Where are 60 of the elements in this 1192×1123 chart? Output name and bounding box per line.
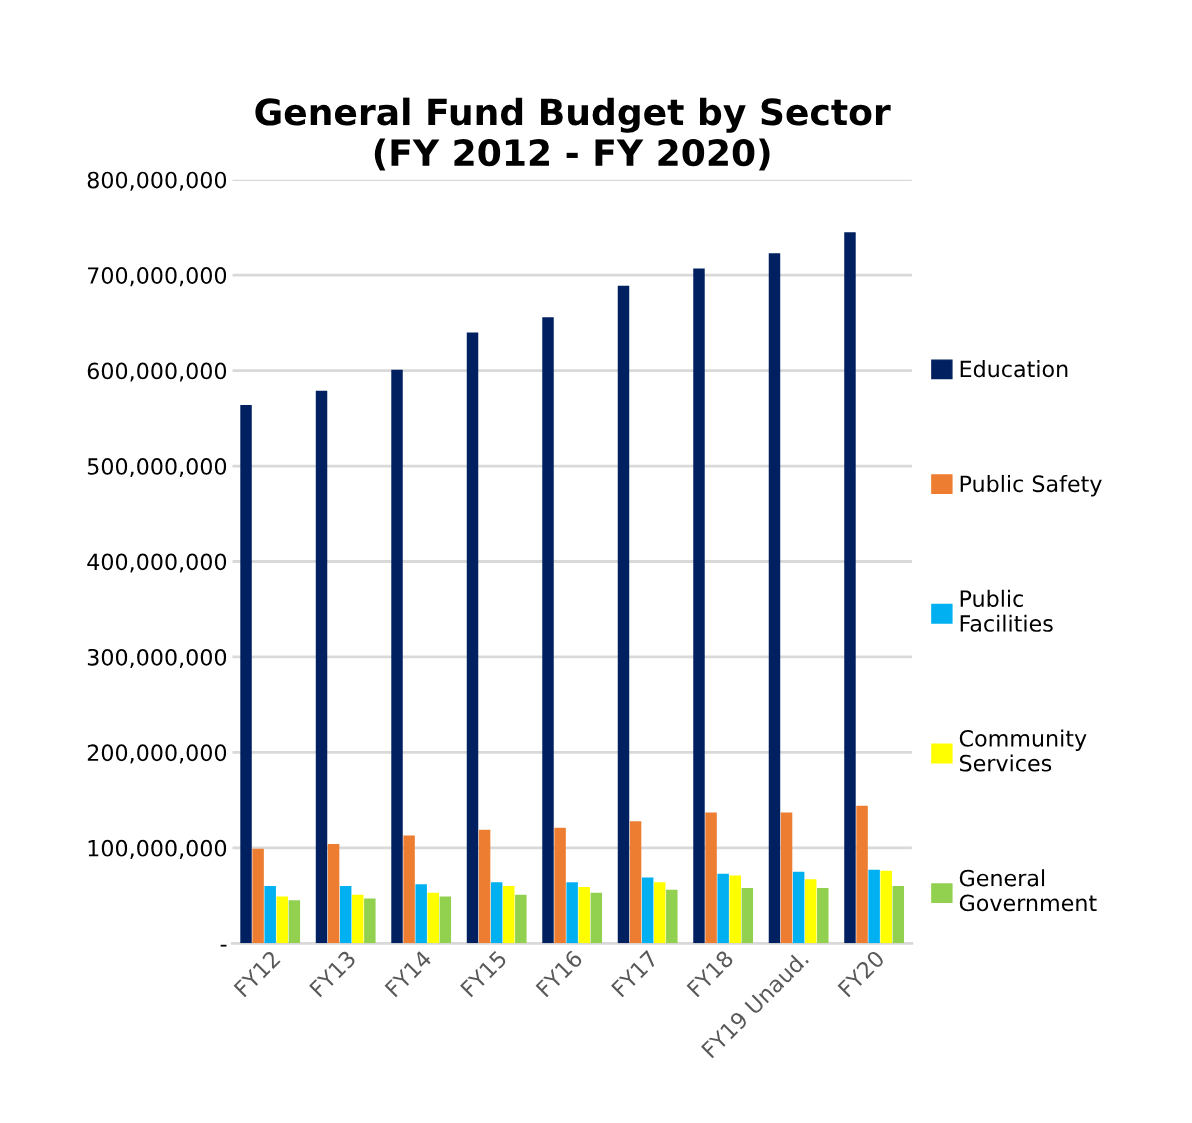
bar xyxy=(666,889,678,944)
bar xyxy=(741,887,754,944)
bar xyxy=(590,892,603,944)
bar xyxy=(617,285,630,944)
y-tick-label: 700,000,000 xyxy=(88,267,227,287)
bar xyxy=(403,835,415,944)
bar xyxy=(641,877,654,944)
bar xyxy=(844,232,856,944)
bar xyxy=(288,900,301,944)
bar xyxy=(427,892,439,944)
legend-label: General Government xyxy=(959,869,1097,912)
bar xyxy=(490,882,503,944)
y-tick-label: 100,000,000 xyxy=(88,839,227,859)
bar xyxy=(856,805,868,944)
bar xyxy=(466,332,479,944)
bar xyxy=(705,812,717,944)
bar xyxy=(391,369,403,944)
bar xyxy=(415,884,427,944)
bar xyxy=(780,812,793,944)
bar xyxy=(327,844,340,944)
bar xyxy=(478,829,491,944)
bar xyxy=(240,404,252,944)
bar xyxy=(352,894,364,944)
bar xyxy=(439,896,452,944)
bar xyxy=(364,898,376,944)
y-tick-label: 400,000,000 xyxy=(87,553,227,573)
y-tick-label: 600,000,000 xyxy=(87,362,227,382)
y-tick-label: 800,000,000 xyxy=(87,171,227,191)
chart-title: General Fund Budget by Sector (FY 2012 - FY 2020) xyxy=(255,97,891,171)
bar xyxy=(629,821,642,944)
bar xyxy=(804,879,817,944)
legend-label: Public Facilities xyxy=(960,589,1053,632)
bar xyxy=(817,887,829,944)
bar xyxy=(554,827,566,944)
y-tick-label: 300,000,000 xyxy=(87,648,227,668)
bar xyxy=(503,886,515,944)
bar xyxy=(729,875,741,944)
bar xyxy=(578,887,590,944)
bar xyxy=(868,869,880,944)
bar xyxy=(542,317,554,944)
bar xyxy=(768,253,781,944)
bar xyxy=(252,848,264,944)
legend-label: Education xyxy=(960,360,1068,378)
bar xyxy=(653,882,666,944)
legend-label: Community Services xyxy=(959,729,1087,772)
bar xyxy=(276,896,288,944)
bar xyxy=(717,873,729,944)
legend-label: Public Safety xyxy=(960,474,1102,497)
y-tick-label: 200,000,000 xyxy=(87,744,227,764)
bar xyxy=(892,886,905,944)
bar xyxy=(792,871,805,944)
bar xyxy=(339,886,352,944)
bar xyxy=(566,882,578,944)
bar xyxy=(880,870,892,944)
y-tick-label: 500,000,000 xyxy=(87,457,227,478)
bar xyxy=(264,886,276,944)
y-tick-label: - xyxy=(220,944,227,947)
bar xyxy=(315,390,328,944)
bar xyxy=(693,268,705,944)
bar xyxy=(515,894,527,944)
